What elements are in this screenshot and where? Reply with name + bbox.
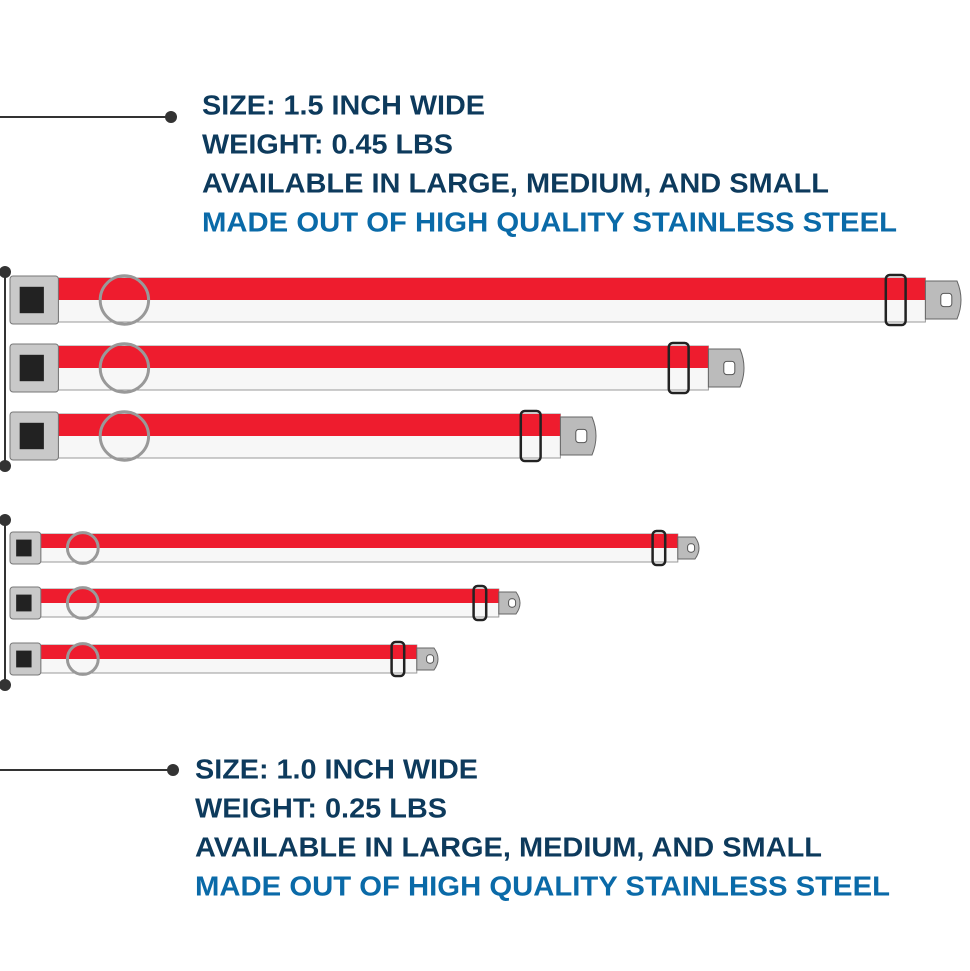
- slider: [651, 529, 667, 567]
- spec-line: AVAILABLE IN LARGE, MEDIUM, AND SMALL: [202, 167, 829, 198]
- buckle-logo: [19, 286, 44, 314]
- slider: [519, 409, 542, 463]
- strap-red: [40, 534, 678, 548]
- d-ring: [98, 274, 151, 326]
- buckle-logo: [16, 650, 32, 668]
- leader-top: [0, 111, 177, 123]
- strap-red: [58, 414, 561, 436]
- spec-line: WEIGHT: 0.45 LBS: [202, 128, 453, 159]
- d-ring: [98, 342, 151, 394]
- spec-line: AVAILABLE IN LARGE, MEDIUM, AND SMALL: [195, 831, 822, 862]
- spec-line: SIZE: 1.0 INCH WIDE: [195, 753, 478, 784]
- slider: [390, 640, 406, 678]
- slider: [472, 584, 488, 622]
- spec-line: WEIGHT: 0.25 LBS: [195, 792, 447, 823]
- tip-slot: [575, 428, 588, 444]
- spec-line: MADE OUT OF HIGH QUALITY STAINLESS STEEL: [195, 870, 890, 901]
- bracket-narrow: [0, 514, 11, 691]
- buckle-logo: [19, 354, 44, 382]
- d-ring: [98, 410, 151, 462]
- tip-slot: [723, 360, 736, 376]
- tip-slot: [426, 654, 435, 664]
- d-ring: [65, 586, 100, 620]
- d-ring: [65, 531, 100, 565]
- collars: [9, 273, 962, 678]
- slider: [884, 273, 907, 327]
- leader-bottom: [0, 764, 179, 776]
- tip-slot: [508, 598, 517, 608]
- strap-red: [58, 278, 926, 300]
- spec-text: SIZE: 1.5 INCH WIDE WEIGHT: 0.45 LBS AVAIL…: [195, 89, 897, 901]
- d-ring: [65, 642, 100, 676]
- spec-line: MADE OUT OF HIGH QUALITY STAINLESS STEEL: [202, 206, 897, 237]
- spec-line: SIZE: 1.5 INCH WIDE: [202, 89, 485, 120]
- tip-slot: [687, 543, 696, 553]
- strap-red: [40, 589, 499, 603]
- buckle-logo: [16, 594, 32, 612]
- buckle-logo: [16, 539, 32, 557]
- slider: [667, 341, 690, 395]
- tip-slot: [940, 292, 953, 308]
- strap-red: [40, 645, 417, 659]
- bracket-wide: [0, 266, 11, 472]
- buckle-logo: [19, 422, 44, 450]
- strap-red: [58, 346, 709, 368]
